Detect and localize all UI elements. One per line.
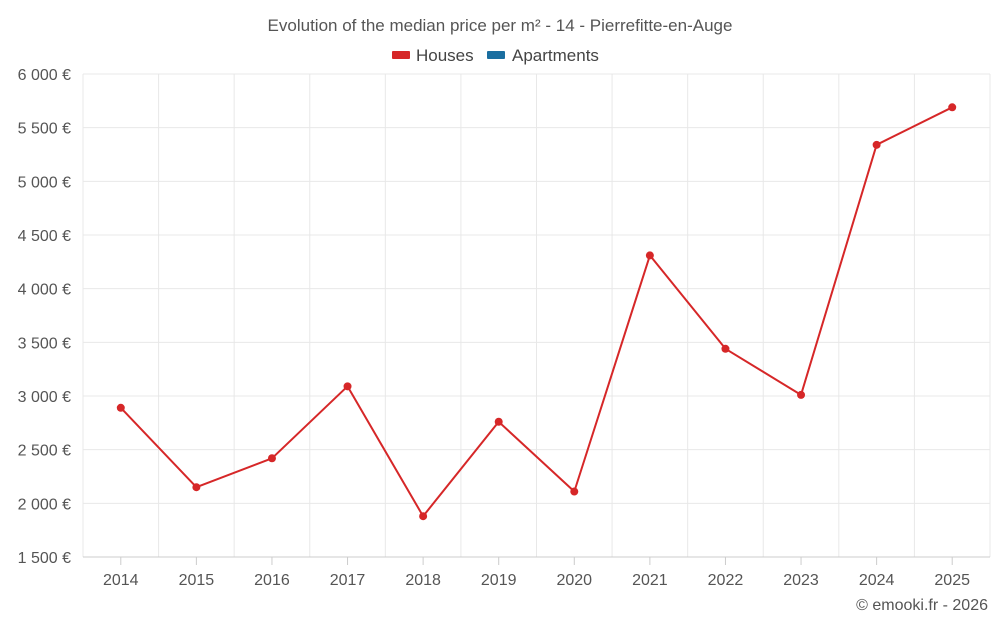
- data-point-houses-2020[interactable]: [570, 487, 579, 496]
- legend-label-houses[interactable]: Houses: [416, 46, 474, 65]
- legend-swatch-apartments[interactable]: [487, 51, 505, 59]
- x-tick-label: 2020: [556, 572, 592, 589]
- x-tick-label: 2021: [632, 572, 668, 589]
- x-tick-label: 2023: [783, 572, 819, 589]
- x-tick-label: 2014: [103, 572, 139, 589]
- x-tick-label: 2015: [179, 572, 215, 589]
- x-axis: 2014 2015 2016 2017 2018 2019 2020 2021 2022 2023…: [83, 556, 990, 589]
- x-tick-label: 2017: [330, 572, 366, 589]
- credit-text: © emooki.fr - 2026: [856, 597, 988, 614]
- data-point-houses-2025[interactable]: [948, 103, 957, 112]
- legend-swatch-houses[interactable]: [392, 51, 410, 59]
- data-point-houses-2022[interactable]: [721, 344, 730, 353]
- legend: Houses Apartments: [392, 46, 599, 65]
- series-line-houses: [120, 106, 953, 518]
- data-point-houses-2015[interactable]: [192, 483, 201, 492]
- x-tick-label: 2024: [859, 572, 895, 589]
- data-point-houses-2021[interactable]: [645, 251, 654, 260]
- y-tick-label: 1 500 €: [18, 550, 71, 567]
- data-point-houses-2019[interactable]: [494, 417, 503, 426]
- data-point-houses-2017[interactable]: [343, 382, 352, 391]
- y-tick-label: 2 500 €: [18, 443, 71, 460]
- data-point-houses-2024[interactable]: [872, 140, 881, 149]
- x-tick-label: 2022: [708, 572, 744, 589]
- y-tick-label: 6 000 €: [18, 67, 71, 84]
- series: [116, 103, 957, 521]
- data-point-houses-2016[interactable]: [267, 454, 276, 463]
- chart-title: Evolution of the median price per m² - 1…: [268, 16, 733, 35]
- y-tick-label: 5 000 €: [18, 174, 71, 191]
- y-tick-label: 3 500 €: [18, 335, 71, 352]
- y-tick-label: 3 000 €: [18, 389, 71, 406]
- legend-label-apartments[interactable]: Apartments: [512, 46, 599, 65]
- data-point-houses-2014[interactable]: [116, 403, 125, 412]
- y-tick-label: 2 000 €: [18, 496, 71, 513]
- x-tick-label: 2025: [934, 572, 970, 589]
- y-axis: 1 500 € 2 000 € 2 500 € 3 000 € 3 500 € 4 000…: [18, 67, 71, 567]
- y-tick-label: 5 500 €: [18, 121, 71, 138]
- x-tick-label: 2018: [405, 572, 441, 589]
- data-point-houses-2018[interactable]: [419, 512, 428, 521]
- data-point-houses-2023[interactable]: [797, 390, 806, 399]
- grid: [82, 73, 991, 558]
- x-tick-label: 2019: [481, 572, 517, 589]
- y-tick-label: 4 500 €: [18, 228, 71, 245]
- x-tick-label: 2016: [254, 572, 290, 589]
- y-tick-label: 4 000 €: [18, 282, 71, 299]
